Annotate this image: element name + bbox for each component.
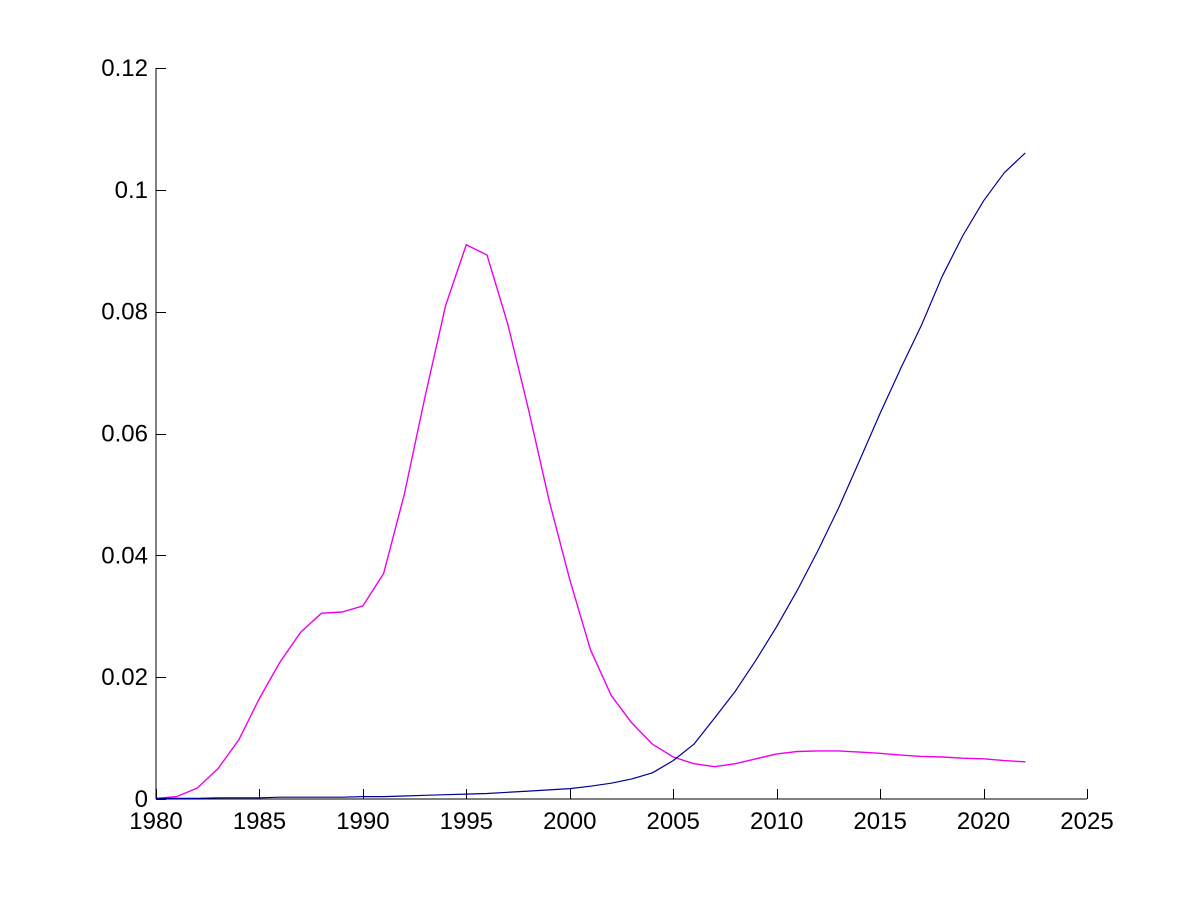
y-tick-label: 0.12 (101, 55, 148, 82)
x-tick-label: 2010 (750, 808, 803, 835)
line-blue-series (155, 152, 1026, 800)
y-tick-label: 0.02 (101, 664, 148, 691)
x-tick-label: 1980 (129, 808, 182, 835)
x-tick-label: 2015 (853, 808, 906, 835)
x-tick-label: 2020 (957, 808, 1010, 835)
y-tick-label: 0.06 (101, 421, 148, 448)
y-tick-label: 0.1 (115, 177, 148, 204)
y-tick-label: 0.08 (101, 299, 148, 326)
x-tick-label: 1985 (233, 808, 286, 835)
x-tick-label: 2005 (647, 808, 700, 835)
line-magenta-series (155, 243, 1026, 800)
x-tick-label: 1990 (336, 808, 389, 835)
y-tick-label: 0 (135, 786, 148, 813)
x-tick-label: 1995 (440, 808, 493, 835)
x-tick-label: 2025 (1060, 808, 1113, 835)
y-tick-label: 0.04 (101, 542, 148, 569)
x-tick-label: 2000 (543, 808, 596, 835)
